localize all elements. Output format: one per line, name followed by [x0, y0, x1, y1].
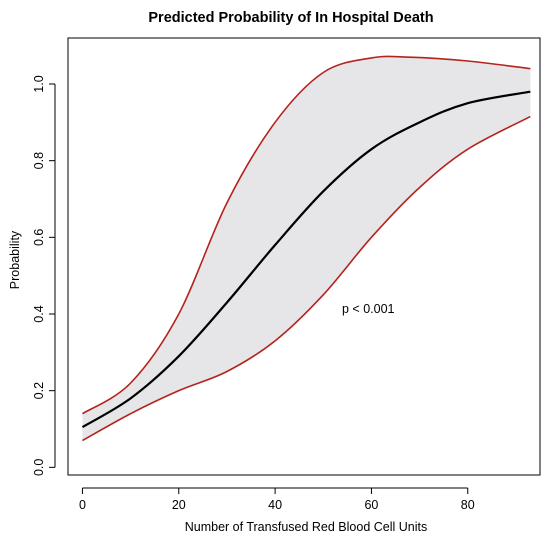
- estimate-line: [81, 90, 531, 429]
- x-tick-label: 0: [79, 498, 86, 512]
- upper-bound-line: [82, 55, 531, 415]
- y-axis-label: Probability: [8, 230, 22, 289]
- plot-area: 0 20 40 60 80 0.0 0.2 0.4 0.6 0.8 1.0: [32, 37, 541, 512]
- lower-bound-line: [82, 115, 531, 442]
- y-tick-label: 0.4: [32, 305, 46, 322]
- p-value-annotation: p < 0.001: [342, 302, 395, 316]
- y-tick-label: 0.8: [32, 152, 46, 169]
- x-tick-label: 40: [268, 498, 282, 512]
- chart-title: Predicted Probability of In Hospital Dea…: [148, 10, 433, 26]
- y-tick-label: 0.0: [32, 459, 46, 476]
- y-tick-label: 0.6: [32, 229, 46, 246]
- x-axis-label: Number of Transfused Red Blood Cell Unit…: [185, 520, 427, 534]
- x-tick-label: 20: [172, 498, 186, 512]
- confidence-band: [82, 56, 531, 441]
- plot-frame: [67, 37, 541, 476]
- x-tick-label: 60: [364, 498, 378, 512]
- x-tick-label: 80: [461, 498, 475, 512]
- y-tick-label: 1.0: [32, 75, 46, 92]
- y-tick-label: 0.2: [32, 382, 46, 399]
